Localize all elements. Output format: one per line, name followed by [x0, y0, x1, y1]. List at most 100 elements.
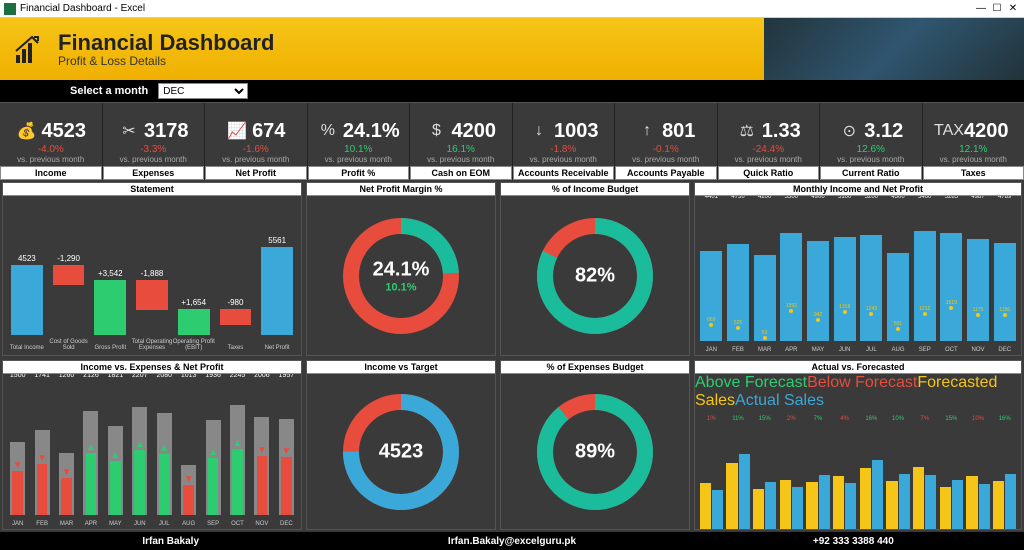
ive-col: 2207▲JUN: [129, 380, 150, 515]
ive-col: 1957▼DEC: [276, 380, 297, 515]
month-bar: 4401669JAN: [699, 202, 724, 341]
month-dropdown[interactable]: DEC: [158, 83, 248, 99]
donut-value: 82%: [575, 264, 615, 287]
kpi-vs: vs. previous month: [940, 155, 1007, 164]
kpi-icon: %: [317, 120, 339, 142]
kpi-cash-on-eom: $420016.1%vs. previous monthCash on EOM: [410, 103, 513, 180]
kpi-label: Income: [0, 166, 102, 180]
panel-income-vs-expenses: Income vs. Expenses & Net Profit 1500▼JA…: [2, 360, 302, 530]
kpi-accounts-payable: ↑801-0.1%vs. previous monthAccounts Paya…: [615, 103, 718, 180]
kpi-profit-%: %24.1%10.1%vs. previous monthProfit %: [308, 103, 411, 180]
kpi-value: 4523: [42, 120, 87, 143]
avf-col: 1%JAN: [699, 428, 724, 529]
kpi-delta: -1.8%: [550, 144, 576, 155]
avf-col: 11%FEB: [726, 428, 751, 529]
kpi-delta: -3.3%: [140, 144, 166, 155]
ive-col: 1013▼AUG: [178, 380, 199, 515]
ive-col: 2006▼NOV: [251, 380, 272, 515]
panel-title: Actual vs. Forecasted: [695, 361, 1021, 374]
panels-row-1: Statement 4523Total Income-1,290Cost of …: [0, 180, 1024, 358]
ive-col: 2126▲APR: [80, 380, 101, 515]
footer-email: Irfan.Bakaly@excelguru.pk: [341, 536, 682, 547]
donut-value: 24.1%10.1%: [373, 258, 430, 293]
footer-phone: +92 333 3388 440: [683, 536, 1024, 547]
ive-col: 1260▼MAR: [56, 380, 77, 515]
kpi-label: Net Profit: [205, 166, 307, 180]
kpi-vs: vs. previous month: [735, 155, 802, 164]
month-bar: 47891156DEC: [992, 202, 1017, 341]
maximize-button[interactable]: ☐: [990, 2, 1004, 16]
donut-value: 4523: [379, 440, 424, 463]
kpi-delta: -24.4%: [752, 144, 784, 155]
minimize-button[interactable]: —: [974, 2, 988, 16]
kpi-icon: 📈: [226, 120, 248, 142]
dashboard-header: Financial Dashboard Profit & Loss Detail…: [0, 18, 1024, 80]
kpi-delta: 12.1%: [959, 144, 987, 155]
kpi-icon: ✂: [118, 120, 140, 142]
kpi-net-profit: 📈674-1.6%vs. previous monthNet Profit: [205, 103, 308, 180]
panel-title: Net Profit Margin %: [307, 183, 495, 196]
kpi-label: Current Ratio: [820, 166, 922, 180]
kpi-delta: -1.6%: [243, 144, 269, 155]
kpi-icon: TAX: [938, 120, 960, 142]
waterfall-bar: +1,654Operating Profit (EBIT): [174, 298, 214, 335]
kpi-quick-ratio: ⚖1.33-24.4%vs. previous monthQuick Ratio: [718, 103, 821, 180]
kpi-value: 4200: [964, 120, 1009, 143]
panel-income-vs-target: Income vs Target 4523: [306, 360, 496, 530]
avf-col: 15%MAR: [752, 428, 777, 529]
page-title: Financial Dashboard: [58, 30, 274, 56]
panel-title: % of Income Budget: [501, 183, 689, 196]
kpi-value: 3178: [144, 120, 189, 143]
kpi-icon: ⚖: [736, 120, 758, 142]
avf-col: 4%JUN: [832, 428, 857, 529]
kpi-vs: vs. previous month: [530, 155, 597, 164]
panel-actual-vs-forecast: Actual vs. Forecasted Above ForecastBelo…: [694, 360, 1022, 530]
month-bar: 49871175NOV: [966, 202, 991, 341]
kpi-icon: ↓: [528, 120, 550, 142]
month-bar: 4900942MAY: [806, 202, 831, 341]
kpi-delta: 12.6%: [857, 144, 885, 155]
kpi-expenses: ✂3178-3.3%vs. previous monthExpenses: [103, 103, 206, 180]
kpi-value: 4200: [452, 120, 497, 143]
page-subtitle: Profit & Loss Details: [58, 54, 274, 68]
ive-col: 1821▲MAY: [105, 380, 126, 515]
excel-icon: [4, 3, 16, 15]
panel-title: Income vs Target: [307, 361, 495, 374]
ive-col: 1741▼FEB: [31, 380, 52, 515]
avf-col: 7%MAY: [806, 428, 831, 529]
panel-title: Monthly Income and Net Profit: [695, 183, 1021, 196]
kpi-vs: vs. previous month: [120, 155, 187, 164]
kpi-vs: vs. previous month: [325, 155, 392, 164]
panel-monthly-income: Monthly Income and Net Profit 4401669JAN…: [694, 182, 1022, 356]
kpi-current-ratio: ⊙3.1212.6%vs. previous month Current Rati…: [820, 103, 923, 180]
avf-col: 2%APR: [779, 428, 804, 529]
month-bar: 54001212SEP: [912, 202, 937, 341]
kpi-icon: ⊙: [838, 120, 860, 142]
kpi-value: 801: [662, 120, 695, 143]
month-selector-bar: Select a month DEC: [0, 80, 1024, 102]
ive-col: 1936▲SEP: [202, 380, 223, 515]
kpi-vs: vs. previous month: [222, 155, 289, 164]
month-bar: 4750525FEB: [726, 202, 751, 341]
kpi-icon: $: [426, 120, 448, 142]
kpi-value: 1003: [554, 120, 599, 143]
kpi-icon: ↑: [636, 120, 658, 142]
close-button[interactable]: ✕: [1006, 2, 1020, 16]
kpi-icon: 💰: [16, 120, 38, 142]
avf-col: 7%SEP: [912, 428, 937, 529]
kpi-row: 💰4523-4.0%vs. previous monthIncome✂3178-…: [0, 102, 1024, 180]
kpi-value: 3.12: [864, 120, 903, 143]
waterfall-bar: +3,542Gross Profit: [90, 269, 130, 335]
kpi-value: 24.1%: [343, 120, 400, 143]
waterfall-bar: -1,290Cost of Goods Sold: [49, 254, 89, 335]
kpi-label: Accounts Payable: [615, 166, 717, 180]
panel-net-profit-margin: Net Profit Margin % 24.1%10.1%: [306, 182, 496, 356]
panel-income-budget: % of Income Budget 82%: [500, 182, 690, 356]
waterfall-bar: 5561Net Profit: [257, 236, 297, 335]
kpi-label: Profit %: [308, 166, 410, 180]
donut-value: 89%: [575, 440, 615, 463]
panel-title: % of Expenses Budget: [501, 361, 689, 374]
kpi-vs: vs. previous month: [837, 155, 904, 164]
month-bar: 51001318JUN: [832, 202, 857, 341]
kpi-label: Accounts Receivable: [513, 166, 615, 180]
